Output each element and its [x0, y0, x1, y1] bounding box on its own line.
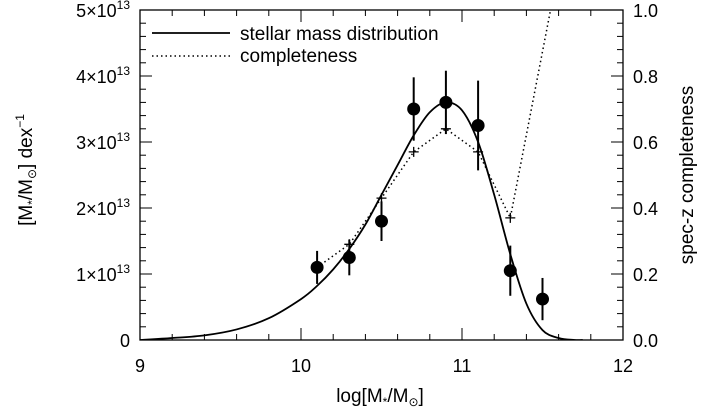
axes: 9 10 11 1201×10132×10133×10134×10135×10130.… — [76, 0, 658, 376]
y-left-axis-label-part: −1 — [13, 114, 27, 128]
y-left-tick-label: 4×1013 — [76, 64, 130, 87]
data-point — [439, 95, 453, 109]
y-right-tick-label: 0.6 — [633, 133, 658, 153]
data-point — [503, 264, 517, 278]
y-left-tick-mantissa: 4×10 — [76, 67, 117, 87]
y-left-tick-exponent: 13 — [117, 262, 131, 276]
data-point — [536, 292, 549, 306]
y-left-tick-label: 1×1013 — [76, 262, 130, 285]
y-left-tick-label: 2×1013 — [76, 196, 130, 219]
data-point — [407, 102, 421, 116]
data-point — [375, 214, 388, 228]
y-left-axis-label-part: /M — [16, 179, 37, 200]
y-left-tick-exponent: 13 — [117, 0, 131, 12]
legend-label-mass: stellar mass distribution — [240, 24, 439, 45]
y-right-tick-label: 0.2 — [633, 265, 658, 285]
completeness-marker — [505, 212, 516, 223]
x-tick-label: 10 — [291, 356, 311, 376]
y-left-tick-exponent: 13 — [117, 64, 131, 78]
y-left-tick-mantissa: 2×10 — [76, 199, 117, 219]
y-left-axis-label-part: [M — [16, 205, 37, 226]
y-left-tick-mantissa: 3×10 — [76, 133, 117, 153]
plot-frame — [139, 9, 624, 341]
x-axis-label-part: log[M — [336, 386, 382, 407]
completeness-marker — [408, 146, 419, 157]
plot-inner — [140, 10, 583, 340]
y-left-tick-mantissa: 0 — [120, 331, 130, 351]
y-left-tick-label: 0 — [120, 331, 130, 351]
y-left-tick-mantissa: 1×10 — [76, 265, 117, 285]
y-left-axis-label: [M*/M⊙] dex−1 — [13, 114, 39, 226]
data-point — [310, 260, 324, 274]
data-point — [471, 119, 485, 132]
y-left-axis-label-part: ] dex — [16, 127, 37, 169]
legend-label-completeness: completeness — [240, 46, 357, 67]
plot-area — [140, 10, 583, 340]
x-tick-label: 9 — [135, 356, 145, 376]
y-left-axis-label-part: * — [25, 200, 39, 205]
stellar-mass-curve — [140, 101, 583, 340]
y-left-tick-mantissa: 5×10 — [76, 1, 117, 21]
x-axis-label-part: ⊙ — [408, 395, 418, 409]
y-left-tick-label: 3×1013 — [76, 130, 130, 153]
x-axis-label-part: /M — [387, 386, 408, 407]
y-right-axis-label: spec-z completeness — [677, 86, 698, 264]
x-tick-label: 12 — [613, 356, 633, 376]
y-left-tick-exponent: 13 — [117, 130, 131, 144]
y-right-tick-label: 0.8 — [633, 67, 658, 87]
y-right-tick-label: 0.4 — [633, 199, 658, 219]
x-axis-label-part: ] — [419, 386, 424, 407]
labels: log[M*/M⊙][M*/M⊙] dex−1 spec-z completene… — [13, 86, 698, 409]
y-right-tick-label: 1.0 — [633, 1, 658, 21]
completeness-line — [316, 10, 552, 269]
x-axis-label-part: * — [383, 395, 388, 409]
data-point — [342, 251, 356, 264]
y-right-tick-label: 0.0 — [633, 331, 658, 351]
x-axis-label: log[M*/M⊙] — [336, 386, 424, 409]
x-tick-label: 11 — [453, 356, 472, 376]
y-left-axis-label-part: ⊙ — [25, 169, 39, 179]
y-left-tick-label: 5×1013 — [76, 0, 130, 21]
y-left-tick-exponent: 13 — [117, 196, 131, 210]
